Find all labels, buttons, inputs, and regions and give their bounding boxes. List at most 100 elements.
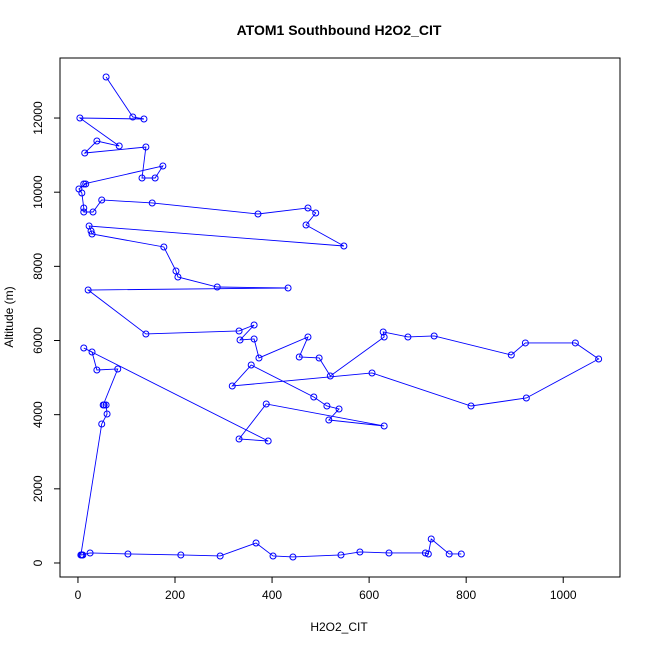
data-point xyxy=(80,180,88,188)
data-point xyxy=(427,535,435,543)
data-point xyxy=(228,382,236,390)
data-point xyxy=(304,333,312,341)
data-point xyxy=(98,196,106,204)
data-point xyxy=(140,115,148,123)
data-line xyxy=(78,76,600,558)
data-point xyxy=(87,227,95,235)
x-axis-label: H2O2_CIT xyxy=(310,620,368,634)
data-point xyxy=(93,366,101,374)
data-point xyxy=(138,174,146,182)
data-point xyxy=(254,210,262,218)
data-point xyxy=(304,204,312,212)
data-point xyxy=(337,551,345,559)
data-point xyxy=(380,333,388,341)
data-point xyxy=(289,553,297,561)
data-point xyxy=(81,149,89,157)
data-point xyxy=(88,348,96,356)
y-tick-label: 4000 xyxy=(31,401,45,428)
x-tick-label: 400 xyxy=(262,588,282,602)
y-tick-label: 12000 xyxy=(31,101,45,135)
y-axis-label: Altitude (m) xyxy=(2,286,16,347)
data-point xyxy=(177,551,185,559)
data-point xyxy=(142,143,150,151)
data-point xyxy=(522,394,530,402)
data-point xyxy=(521,339,529,347)
data-point xyxy=(247,361,255,369)
data-point xyxy=(102,401,110,409)
data-point xyxy=(82,180,90,188)
data-point xyxy=(148,199,156,207)
data-point xyxy=(312,209,320,217)
data-point xyxy=(507,351,515,359)
data-point xyxy=(335,405,343,413)
data-point xyxy=(310,393,318,401)
data-point xyxy=(103,410,111,418)
data-point xyxy=(174,273,182,281)
plot-frame xyxy=(59,57,621,578)
y-tick-label: 6000 xyxy=(31,327,45,354)
data-point xyxy=(424,550,432,558)
data-point xyxy=(89,208,97,216)
x-tick-label: 600 xyxy=(359,588,379,602)
data-point xyxy=(380,422,388,430)
data-point xyxy=(159,162,167,170)
data-point xyxy=(295,353,303,361)
data-point xyxy=(124,550,132,558)
data-point xyxy=(457,550,465,558)
data-point xyxy=(84,286,92,294)
data-point xyxy=(76,114,84,122)
data-point xyxy=(302,221,310,229)
data-point xyxy=(326,372,334,380)
data-point xyxy=(86,549,94,557)
data-point xyxy=(252,539,260,547)
data-point xyxy=(368,369,376,377)
data-point xyxy=(262,400,270,408)
data-point xyxy=(571,339,579,347)
data-point xyxy=(100,401,108,409)
data-point xyxy=(325,416,333,424)
data-point xyxy=(93,137,101,145)
data-point xyxy=(340,242,348,250)
data-point xyxy=(114,365,122,373)
data-point xyxy=(80,204,88,212)
data-point xyxy=(269,552,277,560)
data-point xyxy=(595,355,603,363)
data-point xyxy=(142,330,150,338)
x-tick-label: 1000 xyxy=(550,588,577,602)
data-point xyxy=(250,335,258,343)
data-point xyxy=(80,344,88,352)
data-point xyxy=(115,142,123,150)
data-point xyxy=(235,435,243,443)
data-point xyxy=(102,73,110,81)
data-point xyxy=(98,420,106,428)
data-point xyxy=(88,230,96,238)
data-point xyxy=(172,267,180,275)
data-point xyxy=(315,354,323,362)
data-point xyxy=(445,550,453,558)
data-point xyxy=(129,113,137,121)
data-point xyxy=(255,354,263,362)
x-tick-label: 200 xyxy=(165,588,185,602)
data-point xyxy=(160,243,168,251)
data-point xyxy=(151,174,159,182)
data-point xyxy=(78,189,86,197)
y-tick-label: 2000 xyxy=(31,475,45,502)
y-tick-label: 10000 xyxy=(31,175,45,209)
data-point xyxy=(379,328,387,336)
data-point xyxy=(213,283,221,291)
chart-title: ATOM1 Southbound H2O2_CIT xyxy=(237,22,442,38)
data-point xyxy=(421,549,429,557)
data-point xyxy=(216,552,224,560)
x-tick-label: 0 xyxy=(75,588,82,602)
data-point xyxy=(467,402,475,410)
x-tick-label: 800 xyxy=(456,588,476,602)
data-point xyxy=(235,327,243,335)
y-tick-label: 0 xyxy=(31,559,45,566)
data-point xyxy=(430,332,438,340)
data-point xyxy=(264,437,272,445)
y-tick-label: 8000 xyxy=(31,253,45,280)
data-point xyxy=(236,336,244,344)
data-point xyxy=(356,548,364,556)
data-point xyxy=(250,321,258,329)
